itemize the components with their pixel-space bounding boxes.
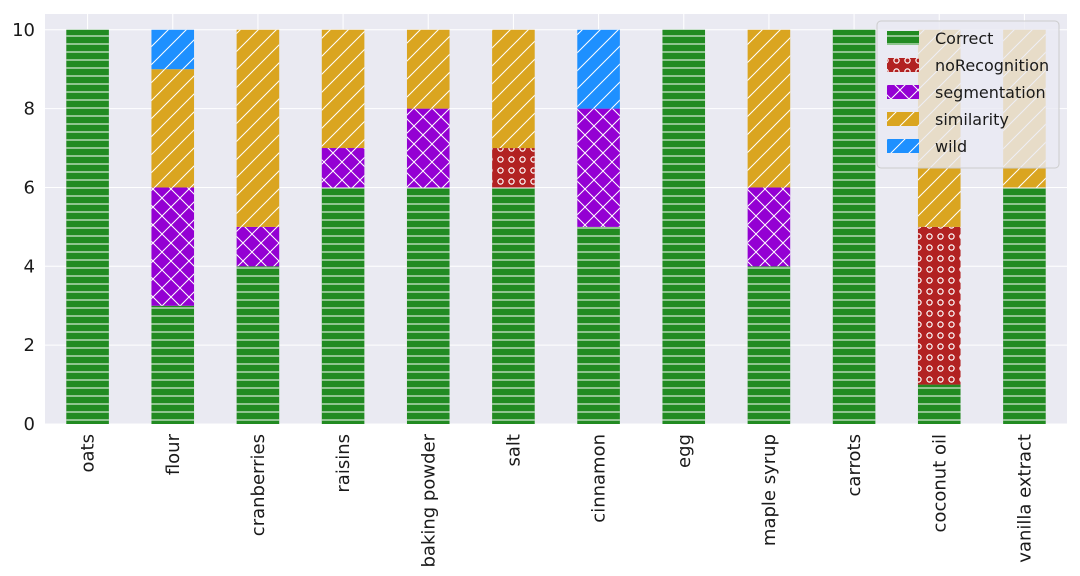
bar-hatch-wild — [151, 29, 195, 70]
legend-label-similarity: similarity — [935, 110, 1009, 129]
y-tick-label: 4 — [24, 256, 35, 277]
bar-hatch-correct — [662, 29, 706, 425]
y-tick-label: 10 — [12, 20, 35, 41]
bar-hatch-segmentation — [151, 187, 195, 306]
legend-label-norecognition: noRecognition — [935, 56, 1049, 75]
x-tick-label: cranberries — [248, 434, 269, 536]
bar-hatch-correct — [236, 266, 280, 424]
legend-box — [876, 20, 1060, 169]
x-tick-label: oats — [78, 434, 99, 472]
bar-hatch-similarity — [151, 69, 195, 188]
bar-hatch-correct — [321, 187, 365, 424]
x-tick-label: raisins — [333, 434, 354, 493]
bar-hatch-similarity — [492, 29, 535, 149]
x-tick-label: flour — [163, 433, 184, 475]
bar-hatch-correct — [492, 187, 535, 424]
legend-label-correct: Correct — [935, 29, 993, 48]
bar-hatch-correct — [747, 266, 791, 424]
bar-hatch-segmentation — [321, 148, 365, 188]
bar-hatch-similarity — [321, 29, 365, 149]
legend-swatch-hatch-segmentation — [887, 85, 919, 99]
bar-hatch-correct — [832, 29, 876, 425]
bar-hatch-norecognition — [492, 148, 535, 188]
bar-hatch-similarity — [406, 29, 450, 109]
bar-hatch-segmentation — [747, 187, 791, 267]
bar-hatch-correct — [1003, 187, 1046, 424]
bar-hatch-segmentation — [406, 108, 450, 188]
y-tick-label: 6 — [24, 177, 35, 198]
bar-hatch-segmentation — [236, 226, 280, 267]
bar-hatch-correct — [66, 29, 109, 425]
legend: Correct noRecognition segmentation similari… — [876, 20, 1060, 169]
y-tick-label: 2 — [24, 335, 35, 356]
y-tick-label: 8 — [24, 99, 35, 120]
x-tick-label: maple syrup — [759, 434, 780, 546]
bar-hatch-correct — [917, 384, 961, 424]
x-tick-label: salt — [503, 434, 524, 466]
legend-swatch-hatch-norecognition — [887, 58, 919, 72]
x-tick-label: baking powder — [418, 433, 439, 567]
legend-swatch-hatch-similarity — [887, 112, 919, 126]
bar-hatch-similarity — [236, 29, 280, 227]
bar-hatch-correct — [577, 226, 620, 424]
x-tick-label: cinnamon — [589, 434, 610, 523]
x-tick-label: vanilla extract — [1014, 434, 1035, 563]
legend-swatch-hatch-correct — [887, 31, 919, 45]
bar-hatch-similarity — [747, 29, 791, 188]
y-tick-label: 0 — [24, 414, 35, 435]
legend-label-wild: wild — [935, 137, 967, 156]
legend-label-segmentation: segmentation — [935, 83, 1046, 102]
bar-hatch-segmentation — [577, 108, 620, 227]
legend-swatch-hatch-wild — [887, 139, 919, 153]
x-tick-label: egg — [674, 434, 695, 468]
x-tick-label: coconut oil — [929, 434, 950, 532]
bar-hatch-correct — [406, 187, 450, 424]
x-tick-labels: oats flour cranberries raisins baking powder… — [78, 433, 1036, 567]
bar-hatch-correct — [151, 305, 195, 424]
x-tick-label: carrots — [844, 434, 865, 496]
bar-hatch-wild — [577, 29, 620, 109]
y-tick-labels: 0 2 4 6 8 10 — [12, 20, 35, 435]
bar-hatch-norecognition — [917, 226, 961, 385]
